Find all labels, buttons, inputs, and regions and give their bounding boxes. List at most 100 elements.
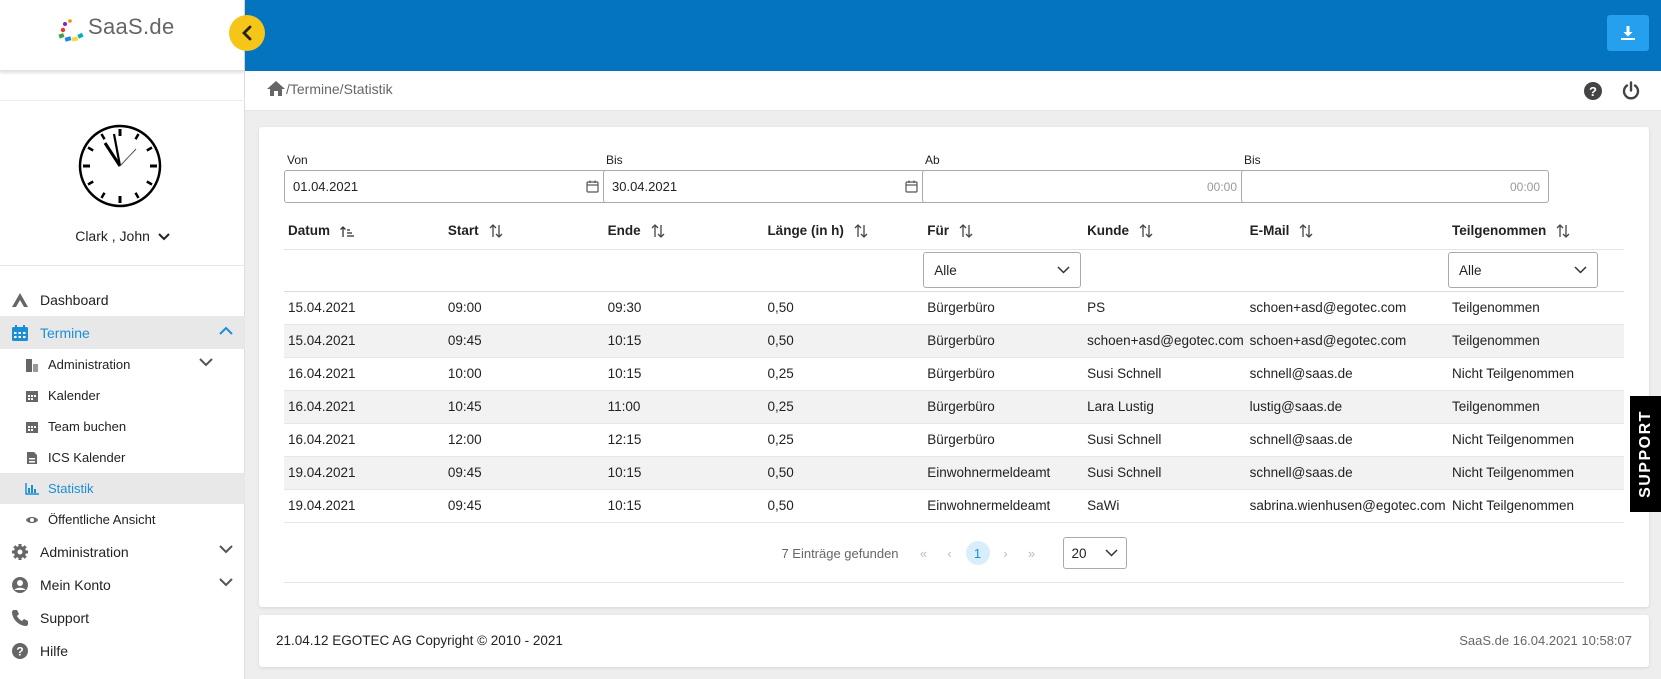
table-row[interactable]: 19.04.2021 09:45 10:15 0,50 Einwohnermeldeam… xyxy=(284,456,1624,490)
nav-hilfe[interactable]: ? Hilfe xyxy=(0,634,245,667)
first-page-button[interactable]: « xyxy=(919,545,928,561)
cell-teilgenommen: Nicht Teilgenommen xyxy=(1447,456,1624,490)
analog-clock-icon xyxy=(78,124,162,208)
cell-kunde: Susi Schnell xyxy=(1083,456,1246,490)
cell-teilgenommen: Teilgenommen xyxy=(1447,324,1624,358)
col-fuer[interactable]: Für xyxy=(923,213,1084,250)
nav-team-buchen-label: Team buchen xyxy=(48,419,127,434)
support-tab[interactable]: SUPPORT xyxy=(1630,396,1661,512)
cell-email: lustig@saas.de xyxy=(1245,390,1448,424)
cell-laenge: 0,25 xyxy=(763,423,924,457)
nav-administration-label: Administration xyxy=(40,543,129,560)
nav-mein-konto-label: Mein Konto xyxy=(40,576,111,593)
sort-icon[interactable] xyxy=(1299,224,1313,239)
col-kunde[interactable]: Kunde xyxy=(1083,213,1246,250)
table-row[interactable]: 16.04.2021 10:45 11:00 0,25 Bürgerbüro Lara L… xyxy=(284,390,1624,424)
col-teilgenommen[interactable]: Teilgenommen xyxy=(1447,213,1624,250)
filter-cell-empty xyxy=(1245,249,1448,292)
breadcrumb-path[interactable]: /Termine/Statistik xyxy=(286,80,393,97)
table-row[interactable]: 16.04.2021 10:00 10:15 0,25 Bürgerbüro Susi S… xyxy=(284,357,1624,391)
cell-ende: 10:15 xyxy=(603,456,764,490)
bis-time-input[interactable]: 00:00 xyxy=(1241,170,1549,203)
calendar-icon[interactable] xyxy=(586,180,599,193)
cell-ende: 10:15 xyxy=(603,489,764,523)
support-tab-label: SUPPORT xyxy=(1636,410,1654,498)
sort-icon[interactable] xyxy=(1556,224,1570,239)
cell-datum: 16.04.2021 xyxy=(284,423,444,457)
file-icon xyxy=(24,450,40,466)
last-page-button[interactable]: » xyxy=(1027,545,1036,561)
cell-datum: 19.04.2021 xyxy=(284,489,444,523)
ab-time-placeholder: 00:00 xyxy=(1206,179,1237,194)
col-start[interactable]: Start xyxy=(443,213,604,250)
col-ende[interactable]: Ende xyxy=(603,213,764,250)
cell-ende: 11:00 xyxy=(603,390,764,424)
nav-support-label: Support xyxy=(40,609,90,626)
nav-termine[interactable]: Termine xyxy=(0,316,245,349)
saas-logo[interactable]: SaaS.de xyxy=(56,14,175,44)
table-row[interactable]: 15.04.2021 09:00 09:30 0,50 Bürgerbüro PS scho… xyxy=(284,291,1624,325)
sort-icon[interactable] xyxy=(1139,224,1153,239)
col-datum[interactable]: Datum xyxy=(284,213,444,250)
date-filters: Von 01.04.2021 Bis 30.04.2021 Ab 00:00 B… xyxy=(284,153,1624,203)
nav-mein-konto[interactable]: Mein Konto xyxy=(0,568,245,601)
sort-ascending-icon[interactable] xyxy=(340,225,355,238)
help-icon[interactable]: ? xyxy=(1583,81,1603,101)
result-count: 7 Einträge gefunden xyxy=(781,545,899,561)
table-row[interactable]: 16.04.2021 12:00 12:15 0,25 Bürgerbüro Susi S… xyxy=(284,423,1624,457)
sidebar-collapse-button[interactable] xyxy=(229,15,265,51)
clock-widget: Clark , John xyxy=(0,100,245,266)
sort-icon[interactable] xyxy=(489,224,503,239)
next-page-button[interactable]: › xyxy=(1003,545,1008,561)
nav-termine-label: Termine xyxy=(40,324,90,341)
user-menu[interactable]: Clark , John xyxy=(0,228,245,244)
nav-team-buchen[interactable]: Team buchen xyxy=(0,411,245,442)
sort-icon[interactable] xyxy=(651,224,665,239)
cell-fuer: Einwohnermeldeamt xyxy=(923,489,1084,523)
page-size-select[interactable]: 20 xyxy=(1062,537,1127,569)
user-circle-icon xyxy=(10,575,30,595)
teilgenommen-filter-select[interactable]: Alle xyxy=(1447,252,1598,288)
statistics-card: Von 01.04.2021 Bis 30.04.2021 Ab 00:00 B… xyxy=(259,127,1649,607)
nav-ics-kalender-label: ICS Kalender xyxy=(48,450,126,465)
cell-laenge: 0,25 xyxy=(763,390,924,424)
cell-laenge: 0,50 xyxy=(763,489,924,523)
home-icon[interactable] xyxy=(266,80,286,97)
current-page[interactable]: 1 xyxy=(965,541,990,565)
download-button[interactable] xyxy=(1607,15,1649,51)
col-email[interactable]: E-Mail xyxy=(1245,213,1448,250)
bis-date-input[interactable]: 30.04.2021 xyxy=(603,170,927,203)
power-icon[interactable] xyxy=(1621,81,1641,101)
filter-cell-empty xyxy=(603,249,764,292)
von-date-input[interactable]: 01.04.2021 xyxy=(284,170,608,203)
nav-termine-administration[interactable]: Administration xyxy=(0,349,245,380)
sort-icon[interactable] xyxy=(854,224,868,239)
calendar-icon[interactable] xyxy=(905,180,918,193)
table-filter-row: Alle Alle xyxy=(284,249,1624,292)
cell-datum: 16.04.2021 xyxy=(284,357,444,391)
cell-start: 09:45 xyxy=(443,489,604,523)
cell-kunde: schoen+asd@egotec.com xyxy=(1083,324,1246,358)
table-row[interactable]: 19.04.2021 09:45 10:15 0,50 Einwohnermeldeam… xyxy=(284,489,1624,523)
cell-email: schnell@saas.de xyxy=(1245,456,1448,490)
cell-datum: 15.04.2021 xyxy=(284,324,444,358)
logo-text: SaaS.de xyxy=(88,14,175,39)
nav-oeffentliche-ansicht[interactable]: Öffentliche Ansicht xyxy=(0,504,245,535)
nav-administration[interactable]: Administration xyxy=(0,535,245,568)
fuer-filter-select[interactable]: Alle xyxy=(923,252,1082,288)
nav-statistik[interactable]: Statistik xyxy=(0,473,245,504)
sort-icon[interactable] xyxy=(959,224,973,239)
table-row[interactable]: 15.04.2021 09:45 10:15 0,50 Bürgerbüro schoen… xyxy=(284,324,1624,358)
nav-support[interactable]: Support xyxy=(0,601,245,634)
filter-cell-empty xyxy=(443,249,604,292)
chevron-down-icon xyxy=(1574,266,1587,274)
ab-time-input[interactable]: 00:00 xyxy=(922,170,1246,203)
cell-teilgenommen: Teilgenommen xyxy=(1447,291,1624,325)
nav-dashboard[interactable]: Dashboard xyxy=(0,283,245,316)
cell-kunde: Susi Schnell xyxy=(1083,357,1246,391)
col-laenge[interactable]: Länge (in h) xyxy=(763,213,924,250)
prev-page-button[interactable]: ‹ xyxy=(947,545,952,561)
nav-kalender[interactable]: Kalender xyxy=(0,380,245,411)
cell-laenge: 0,50 xyxy=(763,291,924,325)
nav-ics-kalender[interactable]: ICS Kalender xyxy=(0,442,245,473)
